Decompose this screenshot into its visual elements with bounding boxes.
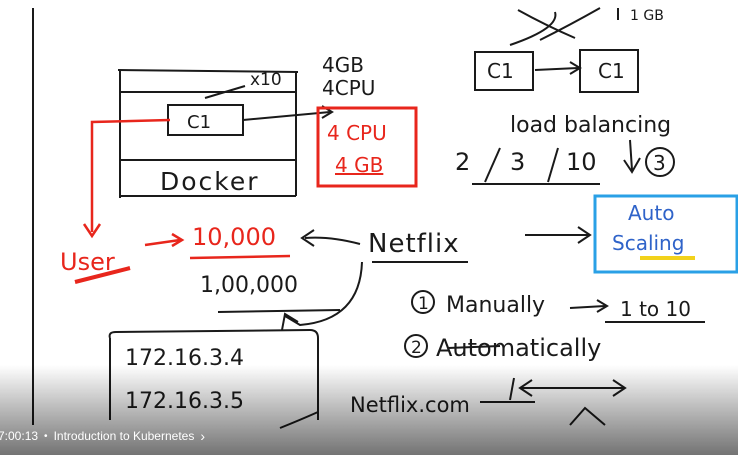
count-down-arrow bbox=[623, 139, 641, 174]
netflix-curve-down bbox=[284, 261, 363, 327]
option1-number: 1 bbox=[418, 294, 429, 314]
netflix-to-users-head bbox=[300, 229, 315, 247]
netflix-label: Netflix bbox=[368, 229, 460, 259]
docker-label: Docker bbox=[160, 167, 260, 196]
chapter-title-button[interactable]: Introduction to Kubernetes › bbox=[54, 428, 205, 444]
netflix-com-label: Netflix.com bbox=[350, 393, 470, 417]
users-black-underline bbox=[217, 309, 341, 313]
option1-circle bbox=[411, 290, 435, 314]
red-connector-line bbox=[90, 118, 171, 232]
container-left-label: C1 bbox=[487, 59, 514, 83]
user-underline bbox=[74, 266, 131, 284]
users-red-count: 10,000 bbox=[192, 223, 276, 251]
option2-circle bbox=[404, 334, 428, 358]
count-sep-1 bbox=[484, 147, 501, 183]
auto-scaling-line2: Scaling bbox=[612, 231, 684, 255]
count-2: 2 bbox=[455, 148, 470, 176]
resources-black-line1: 4GB bbox=[322, 53, 364, 77]
load-balancing-label: load balancing bbox=[510, 113, 671, 138]
count-sep-2 bbox=[547, 147, 559, 183]
netflix-com-split bbox=[569, 406, 606, 426]
scale-note: x10 bbox=[250, 70, 282, 90]
resources-red-line1: 4 CPU bbox=[327, 121, 387, 145]
auto-scaling-line1: Auto bbox=[628, 201, 674, 225]
chapter-separator: • bbox=[44, 430, 48, 442]
container-right-label: C1 bbox=[598, 59, 625, 83]
chapter-title: Introduction to Kubernetes bbox=[53, 429, 195, 443]
user-label: User bbox=[60, 248, 115, 276]
netflix-curve-head bbox=[281, 312, 299, 331]
player-chapter-bar: 7:00:13 • Introduction to Kubernetes › bbox=[0, 425, 205, 447]
option2-strike bbox=[447, 345, 501, 349]
count-3: 3 bbox=[510, 148, 525, 176]
top-scribble bbox=[509, 7, 619, 46]
container-box-right bbox=[579, 49, 639, 93]
ip-address-1: 172.16.3.4 bbox=[125, 346, 244, 371]
resources-red-line2: 4 GB bbox=[335, 153, 383, 177]
option1-arrow-head bbox=[596, 299, 609, 313]
count-circled-value: 3 bbox=[653, 151, 666, 175]
auto-scaling-box bbox=[593, 194, 738, 274]
count-circle bbox=[645, 147, 675, 177]
users-black-count: 1,00,000 bbox=[200, 273, 298, 298]
scale-arrow bbox=[204, 85, 246, 99]
netflix-com-sep bbox=[509, 377, 515, 401]
resources-red-box bbox=[316, 106, 418, 188]
netflix-to-users-arrow bbox=[304, 236, 361, 245]
count-10: 10 bbox=[566, 148, 597, 176]
bottom-partial-stroke-left bbox=[279, 411, 319, 429]
top-right-partial-text: 1 GB bbox=[630, 8, 664, 24]
chevron-right-icon: › bbox=[200, 428, 205, 444]
users-red-underline bbox=[189, 254, 291, 260]
option2-number: 2 bbox=[411, 338, 422, 358]
option1-range: 1 to 10 bbox=[620, 297, 691, 321]
container-box-left bbox=[474, 51, 534, 91]
option1-label: Manually bbox=[446, 293, 545, 318]
red-connector-head bbox=[82, 223, 102, 239]
video-timestamp: 7:00:13 bbox=[0, 429, 39, 443]
container-arrow bbox=[534, 67, 579, 71]
ip-address-2: 172.16.3.5 bbox=[125, 389, 244, 414]
c1-to-resources-arrow bbox=[242, 111, 331, 121]
user-to-count-arrow bbox=[144, 238, 181, 247]
inner-container-label: C1 bbox=[187, 112, 211, 133]
resources-black-line2: 4CPU bbox=[322, 76, 375, 100]
user-to-count-head bbox=[171, 232, 185, 248]
option1-arrow bbox=[569, 305, 606, 309]
netflix-to-autoscale-head bbox=[577, 226, 592, 244]
docker-host-box bbox=[117, 69, 299, 198]
